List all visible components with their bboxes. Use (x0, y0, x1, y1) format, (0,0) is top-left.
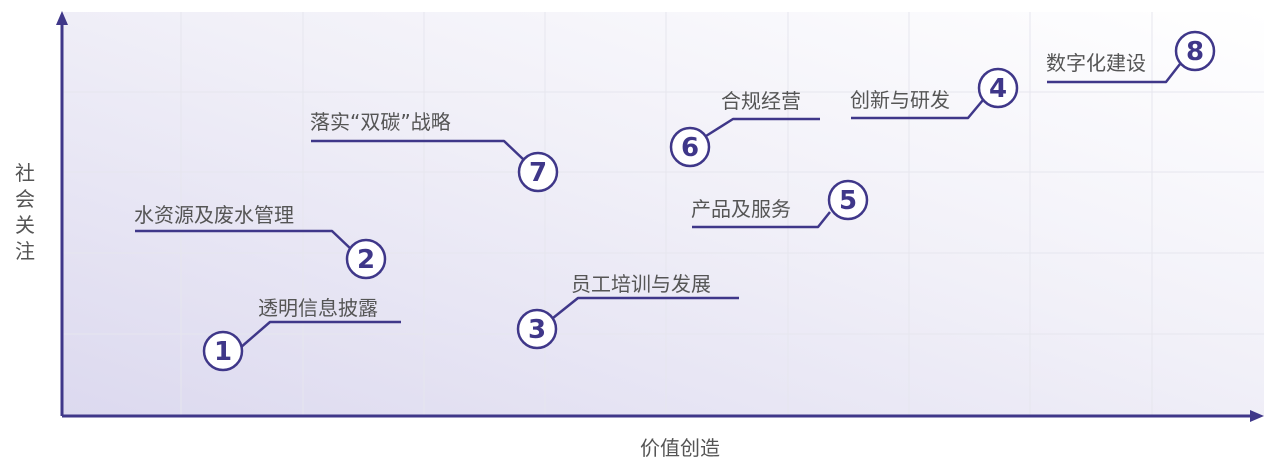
topic-number: 5 (839, 186, 857, 216)
topic-leader-line (311, 139, 525, 161)
topic-item-6: 合规经营 6 (669, 89, 820, 168)
topic-leader-line (1047, 63, 1181, 84)
topic-number-circle (669, 126, 711, 168)
topic-number: 6 (681, 133, 699, 163)
topic-label: 水资源及废水管理 (134, 203, 294, 227)
topic-item-7: 落实“双碳”战略 7 (310, 110, 559, 193)
topic-leader-line (239, 320, 401, 349)
topic-leader-line (692, 211, 831, 229)
topic-number: 3 (528, 315, 546, 345)
topic-leader-line (705, 117, 820, 138)
topic-item-4: 创新与研发 4 (850, 67, 1019, 120)
topic-label: 产品及服务 (691, 197, 791, 221)
topic-leader-line (552, 296, 739, 319)
topic-label: 合规经营 (721, 89, 801, 113)
plot-background (62, 12, 1264, 416)
grid (62, 12, 1264, 416)
topic-number-circle (827, 179, 869, 221)
topic-item-8: 数字化建设 8 (1046, 30, 1216, 84)
y-axis-label: 社 会 关 注 (10, 160, 40, 264)
topic-number: 7 (529, 158, 547, 188)
x-axis-arrow (1250, 410, 1264, 422)
topic-number: 4 (989, 74, 1007, 104)
y-axis-arrow (56, 11, 68, 25)
topic-number: 8 (1186, 37, 1204, 67)
topic-number-circle (516, 308, 558, 350)
topic-leader-line (135, 229, 353, 251)
x-axis-label: 价值创造 (640, 436, 720, 460)
topic-item-3: 员工培训与发展 3 (516, 272, 739, 350)
topic-label: 创新与研发 (850, 88, 950, 112)
topic-number: 2 (357, 245, 375, 275)
topic-number: 1 (214, 337, 232, 367)
topic-number-circle (517, 151, 559, 193)
topic-item-1: 透明信息披露 1 (202, 296, 401, 372)
topic-number-circle (977, 67, 1019, 109)
topic-label: 落实“双碳”战略 (310, 110, 451, 134)
topic-leader-line (851, 99, 984, 120)
topic-label: 员工培训与发展 (571, 272, 711, 296)
items-layer: 透明信息披露 1 水资源及废水管理 2 员工培训与发展 3 创新与研发 4 产品及服务 5 合规经营… (134, 30, 1216, 372)
y-axis-label-char: 会 (15, 187, 35, 211)
y-axis-label-char: 社 (15, 161, 35, 185)
topic-label: 数字化建设 (1046, 51, 1146, 75)
topic-item-2: 水资源及废水管理 2 (134, 203, 387, 280)
topic-number-circle (345, 238, 387, 280)
topic-item-5: 产品及服务 5 (691, 179, 869, 229)
topic-label: 透明信息披露 (258, 296, 378, 320)
topic-number-circle (202, 330, 244, 372)
y-axis-label-char: 注 (15, 239, 35, 263)
y-axis-label-char: 关 (15, 213, 35, 237)
topic-number-circle (1174, 30, 1216, 72)
